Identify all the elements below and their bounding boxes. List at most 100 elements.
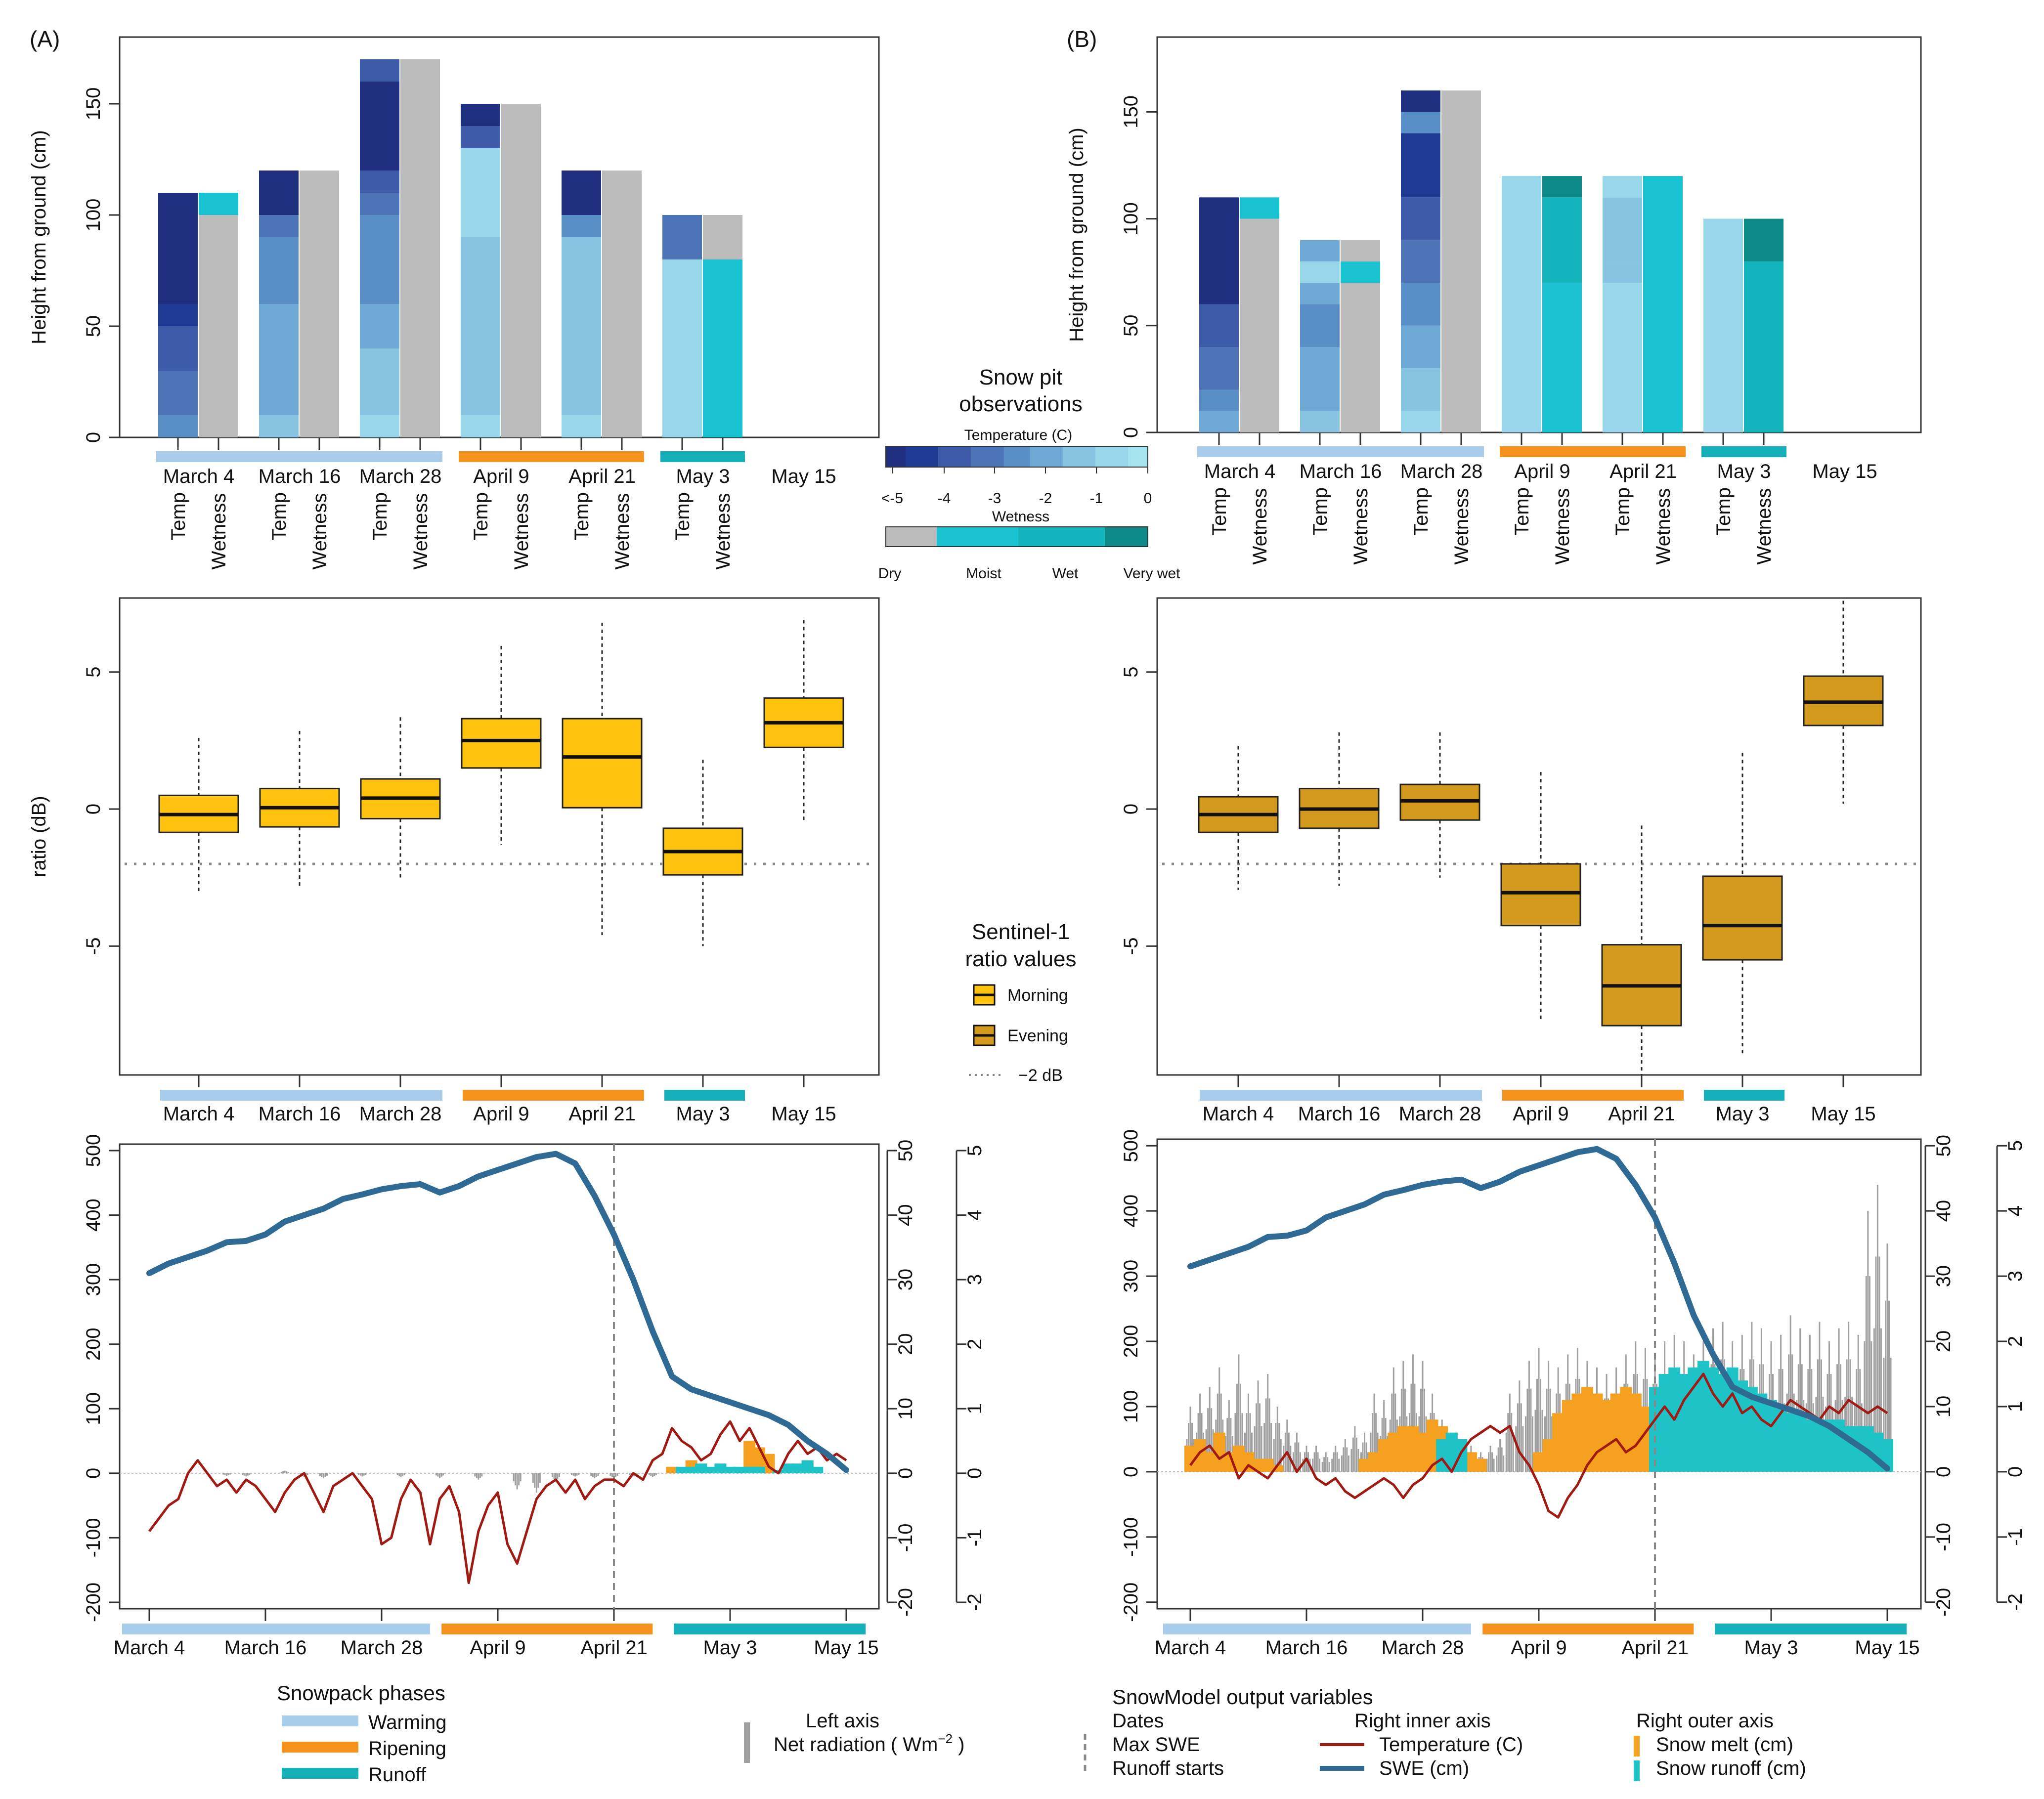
phase-bar-runoff — [674, 1624, 866, 1634]
wetness-layer-bar — [1542, 283, 1582, 432]
temp-layer-bar — [360, 59, 399, 82]
wetness-column-label: Wetness — [1552, 488, 1573, 565]
temperature-scale-cell — [1030, 446, 1037, 467]
temperature-scale-cell — [1062, 446, 1070, 467]
temp-layer-bar — [259, 171, 299, 215]
phase-bar-warming — [160, 1090, 442, 1101]
right-outer-tick-label: 4 — [964, 1209, 986, 1220]
right-outer-tick-label: 1 — [964, 1403, 986, 1414]
x-date-label: May 15 — [1855, 1637, 1919, 1659]
y-tick-label: 150 — [83, 87, 104, 121]
snow-runoff-swatch — [1634, 1760, 1640, 1781]
temp-layer-bar — [158, 304, 198, 326]
phase-bar-ripening — [1500, 446, 1686, 457]
temp-layer-bar — [1401, 240, 1440, 283]
temperature-scale-cell — [991, 446, 998, 467]
left-y-tick-label: 400 — [1120, 1195, 1142, 1228]
temp-layer-bar — [1199, 197, 1239, 304]
y-tick-label: 0 — [1120, 804, 1142, 814]
wetness-column-label: Wetness — [1451, 488, 1473, 565]
temperature-scale-cell — [1128, 446, 1135, 467]
temperature-scale-cell — [1095, 446, 1103, 467]
wet-tick-wet: Wet — [1052, 565, 1079, 582]
snow-runoff-bar — [811, 1466, 824, 1473]
temp-layer-bar — [1199, 411, 1239, 432]
phase-bar-runoff — [1715, 1624, 1907, 1634]
wetness-layer-bar — [199, 215, 238, 437]
temp-tick-5: -1 — [1090, 490, 1103, 507]
temp-column-label: Temp — [168, 492, 189, 541]
right-inner-tick-label: 40 — [895, 1204, 916, 1226]
left-y-tick-label: 400 — [83, 1199, 104, 1232]
left-y-tick-label: 500 — [1120, 1129, 1142, 1162]
snow-runoff-bar — [676, 1466, 688, 1473]
runoff-swatch — [282, 1768, 358, 1779]
phase-bar-runoff — [660, 451, 745, 462]
wetness-column-label: Wetness — [1653, 488, 1674, 565]
temp-column-label: Temp — [1511, 487, 1533, 536]
y-tick-label: 50 — [1120, 315, 1142, 337]
phase-bar-warming — [156, 451, 442, 462]
y-tick-label: 5 — [83, 667, 104, 678]
x-date-label: April 9 — [473, 466, 529, 487]
temperature-scale-cell — [918, 446, 926, 467]
temperature-scale-cell — [1108, 446, 1116, 467]
x-date-label: March 28 — [1400, 461, 1483, 482]
temp-column-label: Temp — [672, 492, 694, 541]
wetness-column-label: Wetness — [1249, 488, 1271, 565]
left-y-tick-label: 100 — [1120, 1390, 1142, 1423]
snow-runoff-bar — [1455, 1439, 1468, 1472]
wetness-layer-bar — [1542, 176, 1582, 198]
temp-tick-1: <-5 — [881, 490, 903, 507]
temperature-scale-label: Temperature (C) — [964, 427, 1072, 443]
snowmodel-legend: SnowModel output variables Dates Max SWE… — [1084, 1685, 1806, 1781]
temp-layer-bar — [360, 259, 399, 304]
snow-runoff-bar — [734, 1466, 746, 1473]
wetness-column-label: Wetness — [1350, 488, 1372, 565]
phase-bar-ripening — [1502, 1090, 1684, 1101]
right-inner-tick-label: 50 — [895, 1140, 916, 1162]
right-outer-tick-label: -2 — [964, 1593, 986, 1611]
right-inner-title: Right inner axis — [1354, 1710, 1491, 1732]
right-outer-tick-label: -1 — [964, 1529, 986, 1547]
temperature-line — [1189, 1372, 1888, 1519]
snow-melt-swatch — [1634, 1736, 1640, 1756]
x-date-label: March 16 — [1298, 1103, 1381, 1125]
wetness-column-label: Wetness — [511, 493, 532, 570]
temperature-scale-cell — [886, 446, 893, 467]
temp-layer-bar — [360, 82, 399, 171]
snow-runoff-bar — [753, 1466, 765, 1473]
temperature-scale-cell — [912, 446, 919, 467]
right-inner-tick-label: 20 — [1933, 1330, 1955, 1353]
x-date-label: May 3 — [1744, 1637, 1798, 1659]
wetness-scale-cell — [1105, 527, 1148, 547]
temp-layer-bar — [562, 171, 601, 215]
left-y-tick-label: -200 — [1120, 1583, 1142, 1622]
temperature-scale-cell — [1122, 446, 1129, 467]
snow-runoff-bar — [743, 1466, 756, 1473]
temperature-scale-cell — [1115, 446, 1122, 467]
snowpack-phases-title: Snowpack phases — [277, 1681, 445, 1705]
panel-label-a: (A) — [30, 26, 60, 52]
y-tick-label: 100 — [1120, 202, 1142, 235]
temperature-scale-cell — [977, 446, 985, 467]
wetness-column-label: Wetness — [309, 493, 331, 570]
x-date-label: April 9 — [1511, 1637, 1566, 1659]
temp-column-label: Temp — [1612, 487, 1634, 536]
temp-layer-bar — [259, 393, 299, 415]
x-date-label: May 15 — [1812, 461, 1877, 482]
temp-layer-bar — [360, 393, 399, 415]
temp-layer-bar — [461, 126, 500, 148]
x-date-label: March 28 — [359, 466, 442, 487]
x-date-label: April 21 — [1621, 1637, 1689, 1659]
temp-tick-2: -4 — [938, 490, 951, 507]
temp-layer-bar — [1603, 197, 1642, 262]
left-y-tick-label: 300 — [1120, 1260, 1142, 1293]
temp-layer-bar — [158, 193, 198, 304]
left-y-tick-label: 300 — [83, 1263, 104, 1296]
ripening-swatch — [282, 1742, 358, 1753]
temp-layer-bar — [1401, 325, 1440, 369]
phase-bar-ripening — [463, 1090, 644, 1101]
wetness-layer-bar — [1341, 283, 1380, 432]
temp-layer-bar — [662, 259, 702, 437]
